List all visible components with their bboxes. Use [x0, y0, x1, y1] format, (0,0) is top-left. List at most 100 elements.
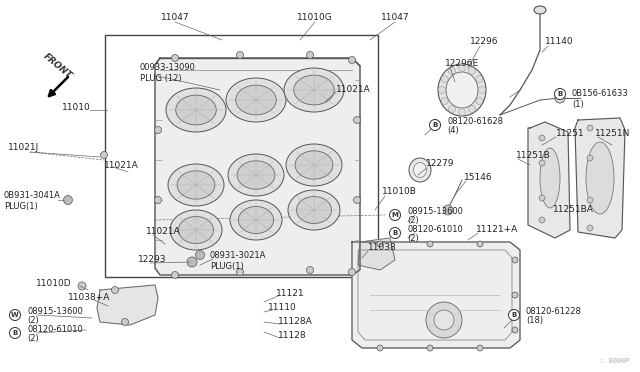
Circle shape: [468, 106, 476, 113]
Text: W: W: [11, 312, 19, 318]
Text: 08931-3021A: 08931-3021A: [210, 251, 266, 260]
Circle shape: [479, 87, 486, 93]
Circle shape: [426, 302, 462, 338]
Text: 11038: 11038: [368, 244, 397, 253]
Circle shape: [587, 125, 593, 131]
Circle shape: [427, 241, 433, 247]
Text: B: B: [511, 312, 516, 318]
Circle shape: [10, 310, 20, 321]
Circle shape: [349, 57, 355, 64]
Circle shape: [509, 310, 520, 321]
Circle shape: [377, 241, 383, 247]
Text: 11251: 11251: [556, 128, 584, 138]
Circle shape: [477, 241, 483, 247]
Text: : 0000P: : 0000P: [600, 358, 630, 364]
Ellipse shape: [176, 95, 216, 125]
Text: 11121+A: 11121+A: [476, 224, 518, 234]
Ellipse shape: [170, 210, 222, 250]
Text: 12279: 12279: [426, 158, 454, 167]
Circle shape: [587, 155, 593, 161]
Text: 08915-13600: 08915-13600: [407, 206, 463, 215]
Ellipse shape: [239, 206, 273, 234]
Ellipse shape: [228, 154, 284, 196]
Circle shape: [554, 89, 566, 99]
Circle shape: [377, 345, 383, 351]
Circle shape: [438, 87, 445, 93]
Text: 11047: 11047: [161, 13, 189, 22]
Circle shape: [111, 286, 118, 294]
Circle shape: [468, 67, 476, 74]
Text: 08120-61010: 08120-61010: [27, 324, 83, 334]
Text: 11128A: 11128A: [278, 317, 313, 327]
Ellipse shape: [166, 88, 226, 132]
Circle shape: [187, 257, 197, 267]
Ellipse shape: [446, 72, 478, 108]
Ellipse shape: [295, 151, 333, 179]
Text: 11021J: 11021J: [8, 144, 39, 153]
Circle shape: [172, 272, 179, 279]
Ellipse shape: [296, 196, 332, 224]
Circle shape: [100, 151, 108, 158]
Circle shape: [476, 76, 483, 83]
Circle shape: [154, 126, 161, 134]
Circle shape: [427, 345, 433, 351]
Circle shape: [539, 195, 545, 201]
Text: 11047: 11047: [381, 13, 410, 22]
Ellipse shape: [284, 68, 344, 112]
Ellipse shape: [534, 6, 546, 14]
Text: 11010G: 11010G: [297, 13, 333, 22]
Polygon shape: [358, 238, 395, 270]
Text: 08915-13600: 08915-13600: [27, 307, 83, 315]
Circle shape: [587, 197, 593, 203]
Text: 15146: 15146: [464, 173, 493, 182]
Text: (4): (4): [447, 126, 459, 135]
Circle shape: [458, 109, 465, 115]
Ellipse shape: [177, 171, 215, 199]
Text: (2): (2): [27, 317, 39, 326]
Circle shape: [237, 51, 243, 58]
Ellipse shape: [237, 161, 275, 189]
Text: PLUG(1): PLUG(1): [4, 202, 38, 211]
Circle shape: [10, 327, 20, 339]
Circle shape: [353, 196, 360, 203]
Ellipse shape: [236, 85, 276, 115]
Circle shape: [390, 209, 401, 221]
Text: 12296: 12296: [470, 38, 499, 46]
Text: B: B: [557, 91, 563, 97]
Text: 12296E: 12296E: [445, 58, 479, 67]
Text: 11251B: 11251B: [516, 151, 551, 160]
Text: B: B: [392, 230, 397, 236]
Circle shape: [539, 135, 545, 141]
Circle shape: [441, 97, 448, 105]
Circle shape: [587, 225, 593, 231]
Ellipse shape: [286, 144, 342, 186]
Circle shape: [353, 116, 360, 124]
Ellipse shape: [168, 164, 224, 206]
Text: 11021A: 11021A: [104, 160, 139, 170]
Circle shape: [63, 196, 72, 205]
Text: PLUG(1): PLUG(1): [210, 262, 244, 270]
Ellipse shape: [288, 190, 340, 230]
Text: 11251BA: 11251BA: [553, 205, 594, 215]
Polygon shape: [97, 285, 158, 325]
Text: B: B: [433, 122, 438, 128]
Text: 12293: 12293: [138, 256, 166, 264]
Ellipse shape: [409, 158, 431, 182]
Ellipse shape: [179, 217, 214, 244]
Text: PLUG (12): PLUG (12): [140, 74, 182, 83]
Ellipse shape: [586, 142, 614, 214]
Circle shape: [78, 282, 86, 290]
Text: 11010B: 11010B: [382, 187, 417, 196]
Circle shape: [539, 217, 545, 223]
Polygon shape: [528, 122, 570, 238]
Ellipse shape: [540, 148, 560, 208]
Circle shape: [434, 310, 454, 330]
Text: 08120-61628: 08120-61628: [447, 116, 503, 125]
Ellipse shape: [226, 78, 286, 122]
Text: (18): (18): [526, 317, 543, 326]
Circle shape: [512, 257, 518, 263]
Polygon shape: [352, 242, 520, 348]
Bar: [105, 35, 378, 277]
Circle shape: [458, 64, 465, 71]
Text: (2): (2): [27, 334, 39, 343]
